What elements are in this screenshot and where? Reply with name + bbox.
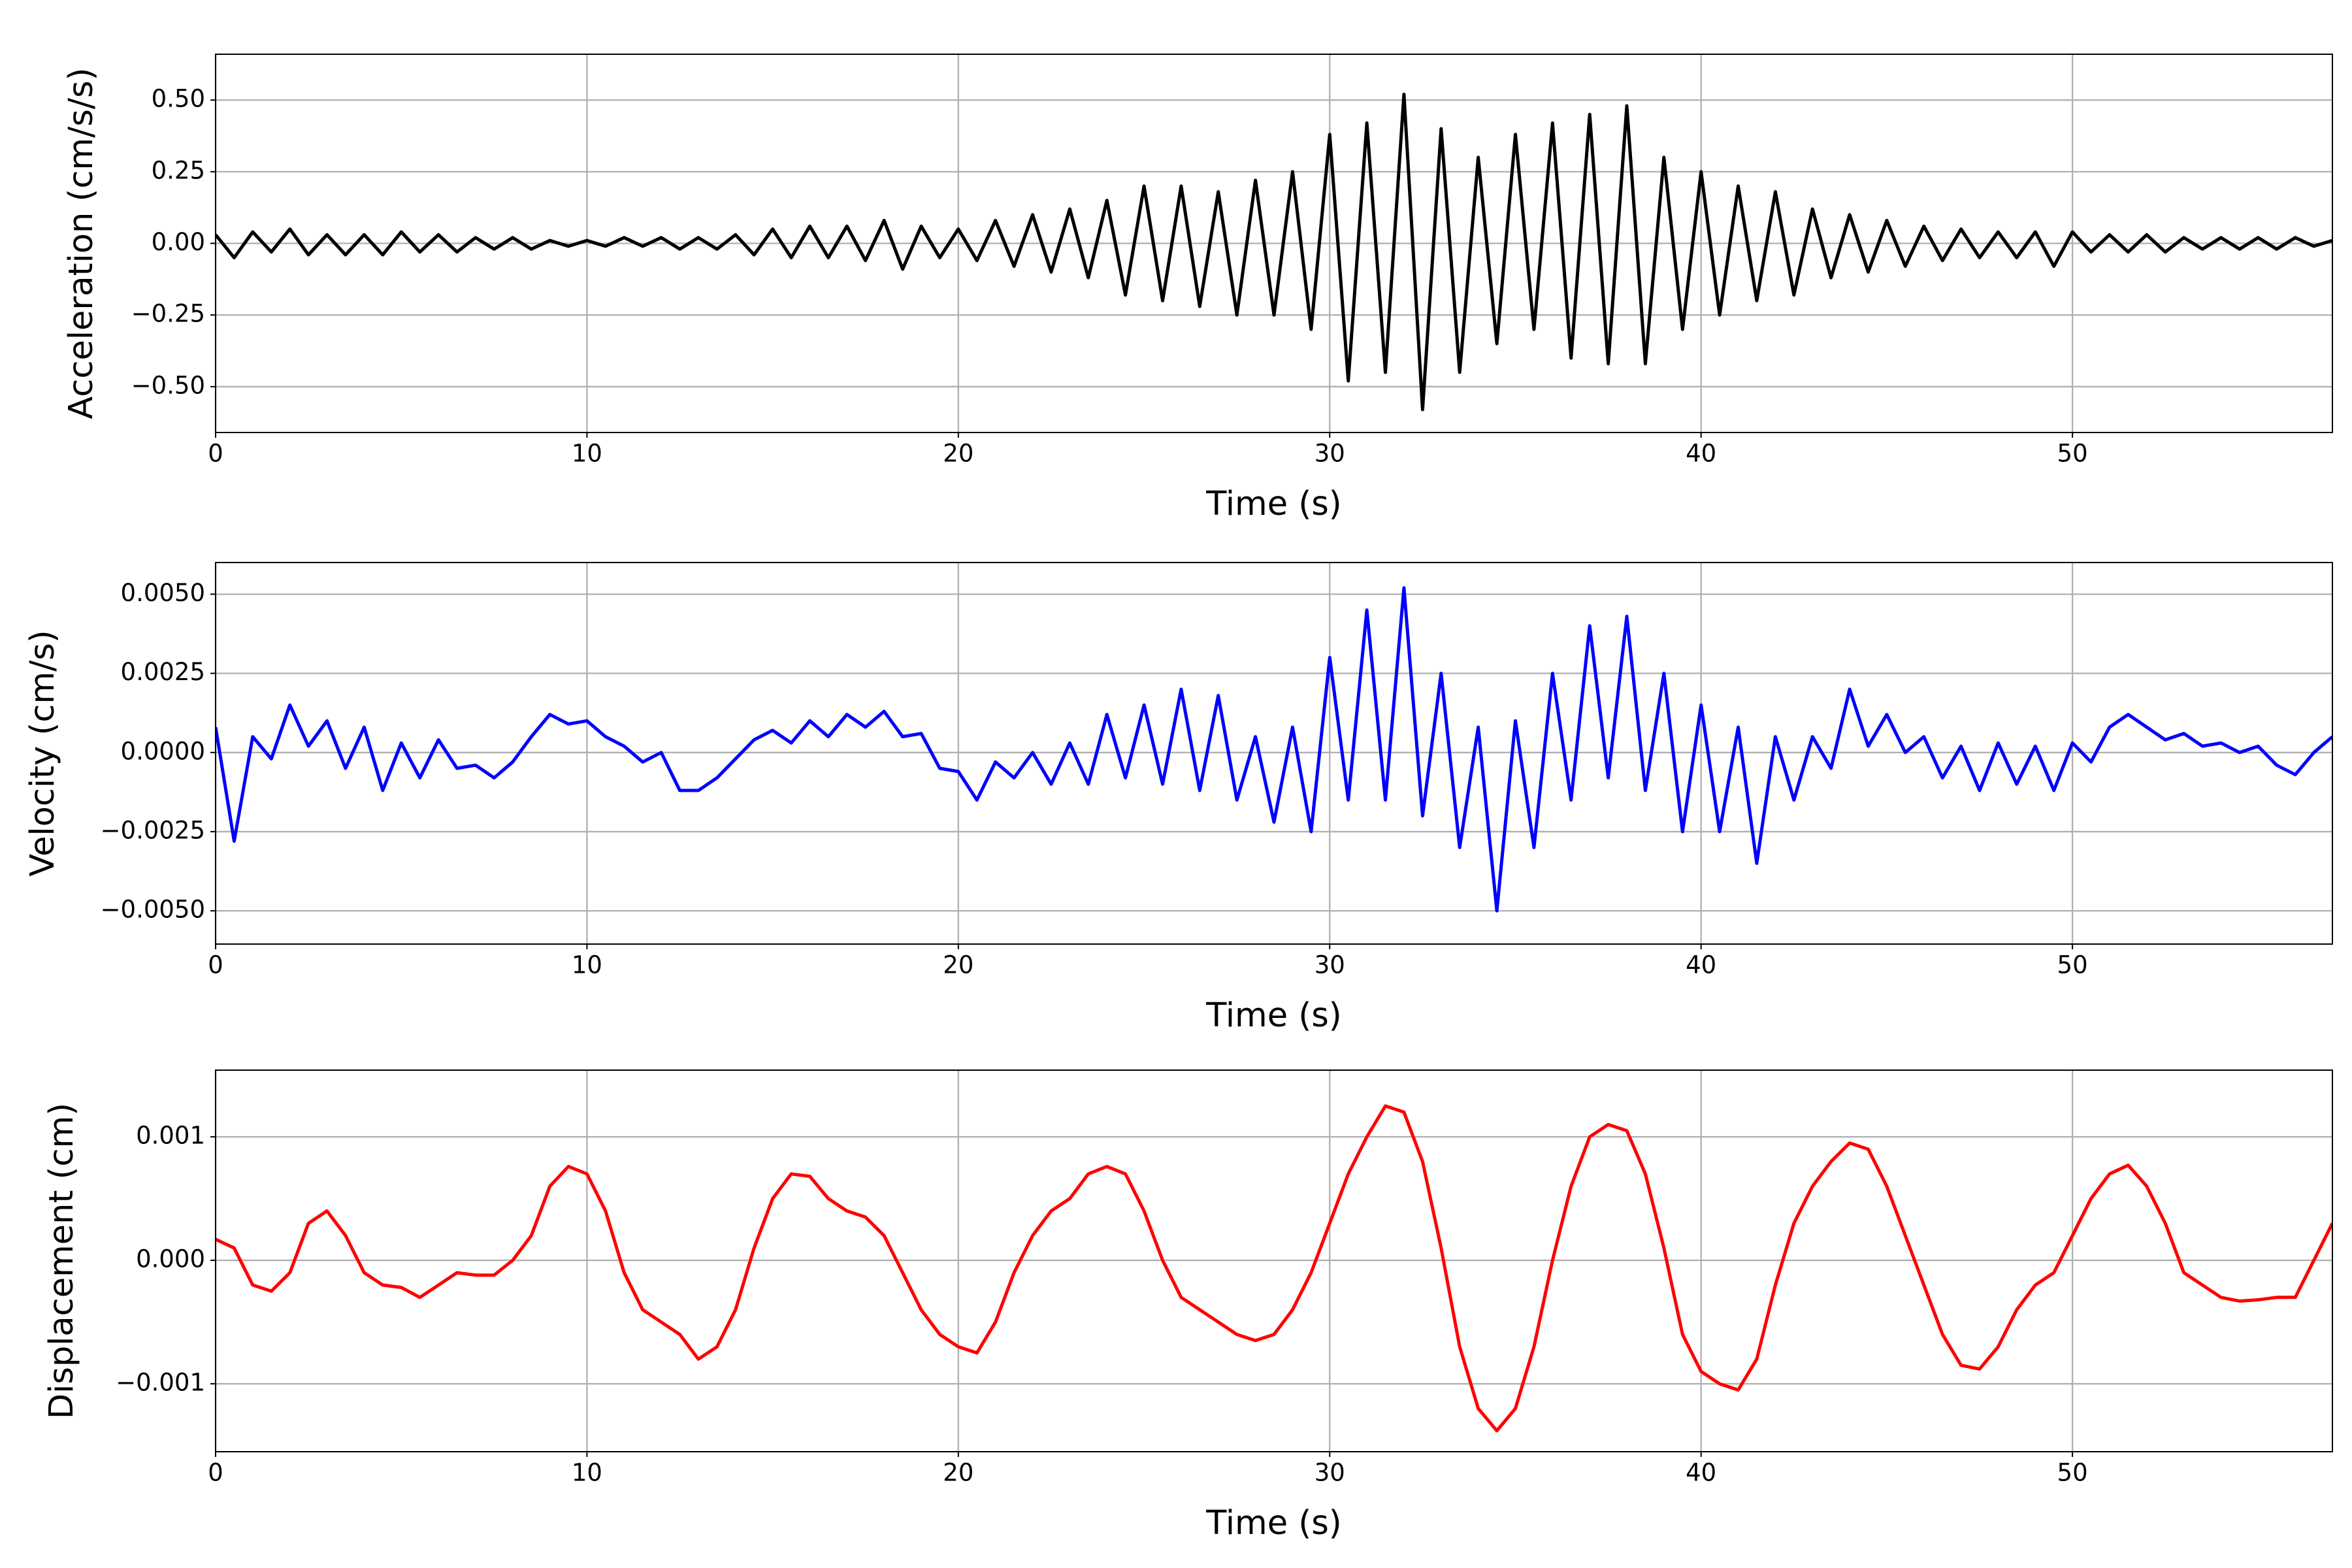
y-tick-label: 0.0025 bbox=[121, 658, 205, 686]
x-tick-label: 0 bbox=[208, 440, 223, 468]
y-axis-label: Acceleration (cm/s/s) bbox=[62, 67, 101, 419]
x-tick-label: 20 bbox=[943, 1459, 973, 1487]
axes-frame bbox=[215, 562, 2333, 945]
y-tick-label: 0.50 bbox=[152, 85, 205, 113]
y-axis-label: Velocity (cm/s) bbox=[24, 630, 62, 877]
data-line bbox=[216, 92, 2332, 412]
y-tick-label: −0.0050 bbox=[101, 896, 205, 924]
x-axis-label: Time (s) bbox=[1205, 996, 1341, 1035]
data-line bbox=[216, 586, 2332, 913]
x-tick-label: 30 bbox=[1315, 951, 1345, 979]
y-tick-label: −0.50 bbox=[131, 371, 205, 399]
x-tick-label: 50 bbox=[2057, 440, 2088, 468]
x-tick-label: 10 bbox=[572, 951, 602, 979]
y-axis-label: Displacement (cm) bbox=[42, 1103, 81, 1419]
y-tick-label: 0.25 bbox=[152, 156, 205, 184]
x-tick-label: 0 bbox=[208, 1459, 223, 1487]
x-tick-label: 40 bbox=[1686, 1459, 1716, 1487]
x-axis-label: Time (s) bbox=[1205, 485, 1341, 523]
x-tick-label: 10 bbox=[572, 1459, 602, 1487]
x-tick-label: 50 bbox=[2057, 1459, 2088, 1487]
x-tick-label: 30 bbox=[1315, 1459, 1345, 1487]
axes-frame bbox=[215, 1070, 2333, 1452]
x-axis-label: Time (s) bbox=[1205, 1504, 1341, 1543]
axes-frame bbox=[215, 54, 2333, 433]
y-tick-label: −0.25 bbox=[131, 300, 205, 328]
y-tick-label: 0.00 bbox=[152, 228, 205, 256]
x-tick-label: 20 bbox=[943, 440, 973, 468]
y-tick-label: −0.0025 bbox=[101, 816, 205, 844]
x-tick-label: 40 bbox=[1686, 951, 1716, 979]
y-tick-label: 0.000 bbox=[136, 1245, 205, 1273]
y-tick-label: −0.001 bbox=[116, 1369, 205, 1397]
y-tick-label: 0.0000 bbox=[121, 737, 205, 765]
x-tick-label: 20 bbox=[943, 951, 973, 979]
y-tick-label: 0.001 bbox=[136, 1122, 205, 1150]
x-tick-label: 40 bbox=[1686, 440, 1716, 468]
y-tick-label: 0.0050 bbox=[121, 579, 205, 607]
x-tick-label: 0 bbox=[208, 951, 223, 979]
x-tick-label: 50 bbox=[2057, 951, 2088, 979]
x-tick-label: 10 bbox=[572, 440, 602, 468]
data-line bbox=[216, 1104, 2332, 1433]
x-tick-label: 30 bbox=[1315, 440, 1345, 468]
